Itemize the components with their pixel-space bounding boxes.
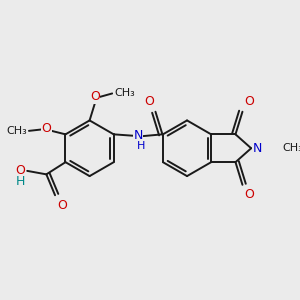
Text: O: O: [57, 199, 67, 212]
Text: N: N: [134, 129, 143, 142]
Text: O: O: [41, 122, 51, 135]
Text: O: O: [144, 95, 154, 108]
Text: N: N: [253, 142, 262, 155]
Text: O: O: [16, 164, 26, 176]
Text: CH₃: CH₃: [283, 143, 300, 153]
Text: O: O: [244, 188, 254, 201]
Text: O: O: [90, 90, 100, 104]
Text: O: O: [244, 95, 254, 108]
Text: H: H: [16, 175, 26, 188]
Text: CH₃: CH₃: [7, 126, 27, 136]
Text: CH₃: CH₃: [114, 88, 135, 98]
Text: H: H: [136, 141, 145, 151]
